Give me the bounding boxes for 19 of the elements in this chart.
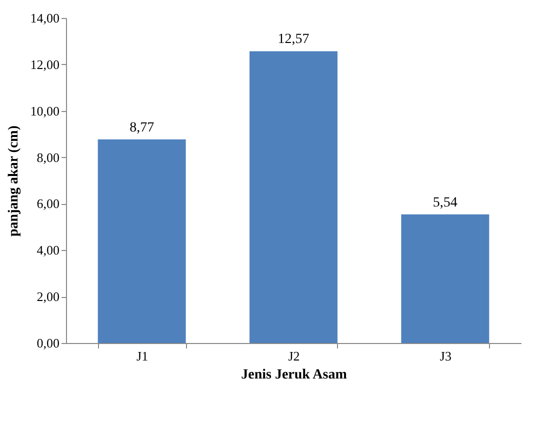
x-axis-title: Jenis Jeruk Asam: [241, 368, 348, 382]
y-tick-label: 10,00: [30, 103, 60, 118]
data-label: 8,77: [130, 120, 154, 136]
x-tick-label: J2: [288, 348, 300, 364]
y-tick-label: 6,00: [36, 196, 60, 212]
y-tick-label: 2,00: [36, 289, 60, 304]
bar: [250, 51, 338, 343]
bar: [98, 139, 186, 343]
y-tick-label: 14,00: [30, 10, 60, 26]
y-tick-label: 12,00: [30, 56, 60, 72]
x-tick-label: J1: [136, 348, 148, 364]
bar: [401, 214, 490, 343]
data-label: 12,57: [278, 32, 310, 48]
y-tick-label: 0,00: [36, 336, 60, 350]
y-tick-label: 8,00: [36, 150, 60, 165]
x-tick-label: J3: [440, 348, 452, 364]
data-label: 5,54: [432, 195, 458, 210]
y-axis-title: panjang akar (cm): [6, 125, 22, 236]
y-tick-label: 4,00: [36, 242, 60, 258]
